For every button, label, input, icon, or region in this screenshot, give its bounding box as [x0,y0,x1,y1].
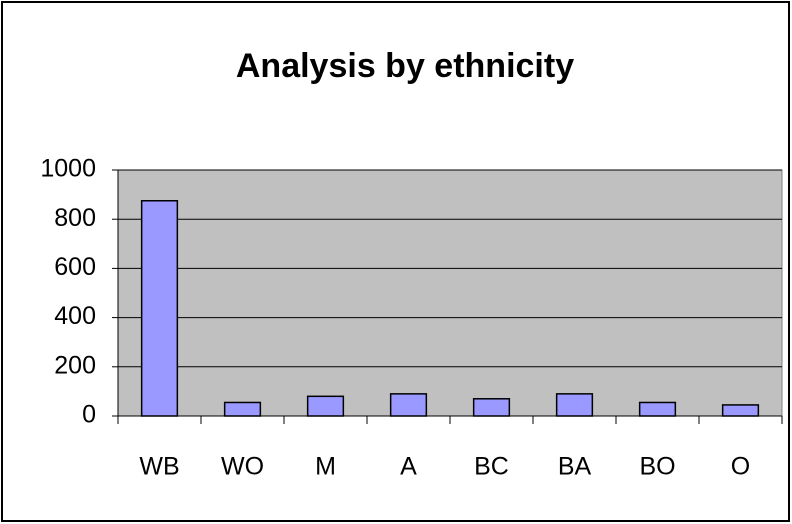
bar [306,395,345,417]
chart-title: Analysis by ethnicity [236,47,574,85]
y-tick-label: 200 [54,351,96,379]
x-tick-label: O [731,453,750,481]
bar [140,200,179,417]
x-tick-label: BC [474,453,509,481]
bar [721,404,760,417]
bar [389,393,428,417]
x-tick-label: A [400,453,417,481]
bar [472,398,511,417]
bar [223,401,262,417]
plot-area [117,169,783,417]
y-tick-label: 800 [54,204,96,232]
x-tick-label: WO [221,453,264,481]
y-tick-label: 0 [82,401,96,429]
bar [555,393,594,417]
y-tick-label: 1000 [40,155,96,183]
x-tick-label: M [315,453,336,481]
x-tick-label: WB [139,453,179,481]
x-tick-label: BA [558,453,592,481]
y-tick-label: 600 [54,253,96,281]
y-tick-label: 400 [54,302,96,330]
bar [638,401,677,417]
x-tick-label: BO [639,453,675,481]
